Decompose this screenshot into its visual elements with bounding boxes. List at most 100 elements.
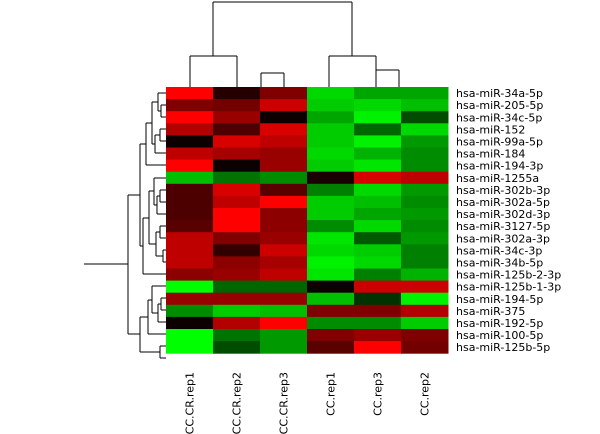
heatmap-cell: [307, 87, 355, 100]
heatmap-cell: [166, 220, 214, 233]
heatmap-cell: [401, 220, 449, 233]
heatmap-cell: [260, 159, 308, 173]
heatmap-cell: [401, 292, 449, 306]
heatmap-cell: [260, 341, 308, 354]
heatmap-cell: [166, 208, 214, 221]
heatmap-cell: [260, 292, 308, 306]
heatmap-cell: [166, 159, 214, 173]
heatmap-cell: [354, 244, 402, 257]
heatmap-cell: [260, 87, 308, 100]
heatmap-cell: [260, 123, 308, 136]
heatmap-cell: [354, 329, 402, 342]
heatmap-cell: [354, 171, 402, 185]
heatmap-cell: [307, 111, 355, 124]
heatmap-cell: [166, 292, 214, 306]
heatmap-cell: [166, 329, 214, 342]
heatmap-cell: [307, 99, 355, 112]
heatmap-cell: [354, 256, 402, 269]
heatmap-cell: [166, 87, 214, 100]
heatmap-cell: [354, 147, 402, 161]
heatmap-cell: [213, 304, 261, 318]
heatmap-cell: [307, 220, 355, 233]
row-label: hsa-miR-184: [456, 148, 525, 161]
heatmap-cell: [166, 99, 214, 112]
heatmap-cell: [166, 195, 214, 209]
heatmap-cell: [401, 87, 449, 100]
heatmap-cell: [307, 135, 355, 148]
heatmap-cells: [166, 87, 449, 354]
heatmap-cell: [166, 244, 214, 257]
heatmap-cell: [166, 304, 214, 318]
heatmap-cell: [166, 341, 214, 354]
heatmap-cell: [213, 123, 261, 136]
row-label: hsa-miR-302a-3p: [456, 232, 550, 245]
heatmap-cell: [307, 316, 355, 330]
row-label: hsa-miR-100-5p: [456, 329, 543, 342]
heatmap-cell: [354, 304, 402, 318]
heatmap-cell: [307, 232, 355, 245]
heatmap-cell: [213, 256, 261, 269]
heatmap-cell: [166, 316, 214, 330]
heatmap-cell: [354, 183, 402, 197]
heatmap-cell: [354, 111, 402, 124]
heatmap-cell: [213, 232, 261, 245]
heatmap-cell: [401, 329, 449, 342]
heatmap-cell: [307, 195, 355, 209]
heatmap-cell: [401, 268, 449, 282]
heatmap-cell: [260, 220, 308, 233]
row-label: hsa-miR-34b-5p: [456, 256, 543, 269]
heatmap-cell: [260, 135, 308, 148]
heatmap-cell: [354, 135, 402, 148]
heatmap-cell: [213, 268, 261, 282]
row-label: hsa-miR-125b-1-3p: [456, 281, 561, 294]
heatmap-cell: [166, 135, 214, 148]
heatmap-cell: [307, 244, 355, 257]
row-label: hsa-miR-34a-5p: [456, 87, 543, 100]
heatmap-cell: [401, 99, 449, 112]
row-label: hsa-miR-34c-5p: [456, 111, 542, 124]
heatmap-cell: [213, 183, 261, 197]
heatmap-cell: [260, 147, 308, 161]
column-label: CC.rep2: [419, 372, 432, 416]
row-label: hsa-miR-152: [456, 123, 525, 136]
heatmap-cell: [354, 208, 402, 221]
heatmap-cell: [401, 171, 449, 185]
heatmap-cell: [213, 292, 261, 306]
heatmap-cell: [166, 171, 214, 185]
row-label: hsa-miR-194-3p: [456, 160, 543, 173]
row-label: hsa-miR-302d-3p: [456, 208, 550, 221]
heatmap-cell: [401, 232, 449, 245]
heatmap-cell: [213, 280, 261, 294]
heatmap-cell: [401, 123, 449, 136]
column-label: CC.CR.rep2: [231, 372, 244, 434]
heatmap-cell: [166, 232, 214, 245]
heatmap-cell: [213, 195, 261, 209]
heatmap-cell: [213, 171, 261, 185]
row-label: hsa-miR-205-5p: [456, 99, 543, 112]
heatmap-cell: [401, 195, 449, 209]
row-label: hsa-miR-302b-3p: [456, 184, 550, 197]
heatmap-cell: [213, 341, 261, 354]
heatmap-cell: [213, 99, 261, 112]
heatmap-cell: [213, 135, 261, 148]
column-label: CC.rep3: [372, 372, 385, 416]
heatmap-cell: [307, 268, 355, 282]
heatmap-cell: [260, 99, 308, 112]
heatmap-cell: [354, 292, 402, 306]
heatmap-cell: [166, 183, 214, 197]
heatmap-cell: [307, 256, 355, 269]
heatmap-cell: [307, 147, 355, 161]
heatmap-cell: [260, 244, 308, 257]
heatmap-cell: [166, 111, 214, 124]
heatmap-cell: [401, 159, 449, 173]
heatmap-cell: [354, 268, 402, 282]
heatmap-cell: [166, 123, 214, 136]
heatmap-cell: [166, 268, 214, 282]
heatmap-cell: [401, 316, 449, 330]
heatmap-cell: [307, 123, 355, 136]
heatmap-cell: [213, 87, 261, 100]
heatmap-cell: [166, 147, 214, 161]
heatmap-cell: [213, 111, 261, 124]
heatmap-cell: [354, 99, 402, 112]
